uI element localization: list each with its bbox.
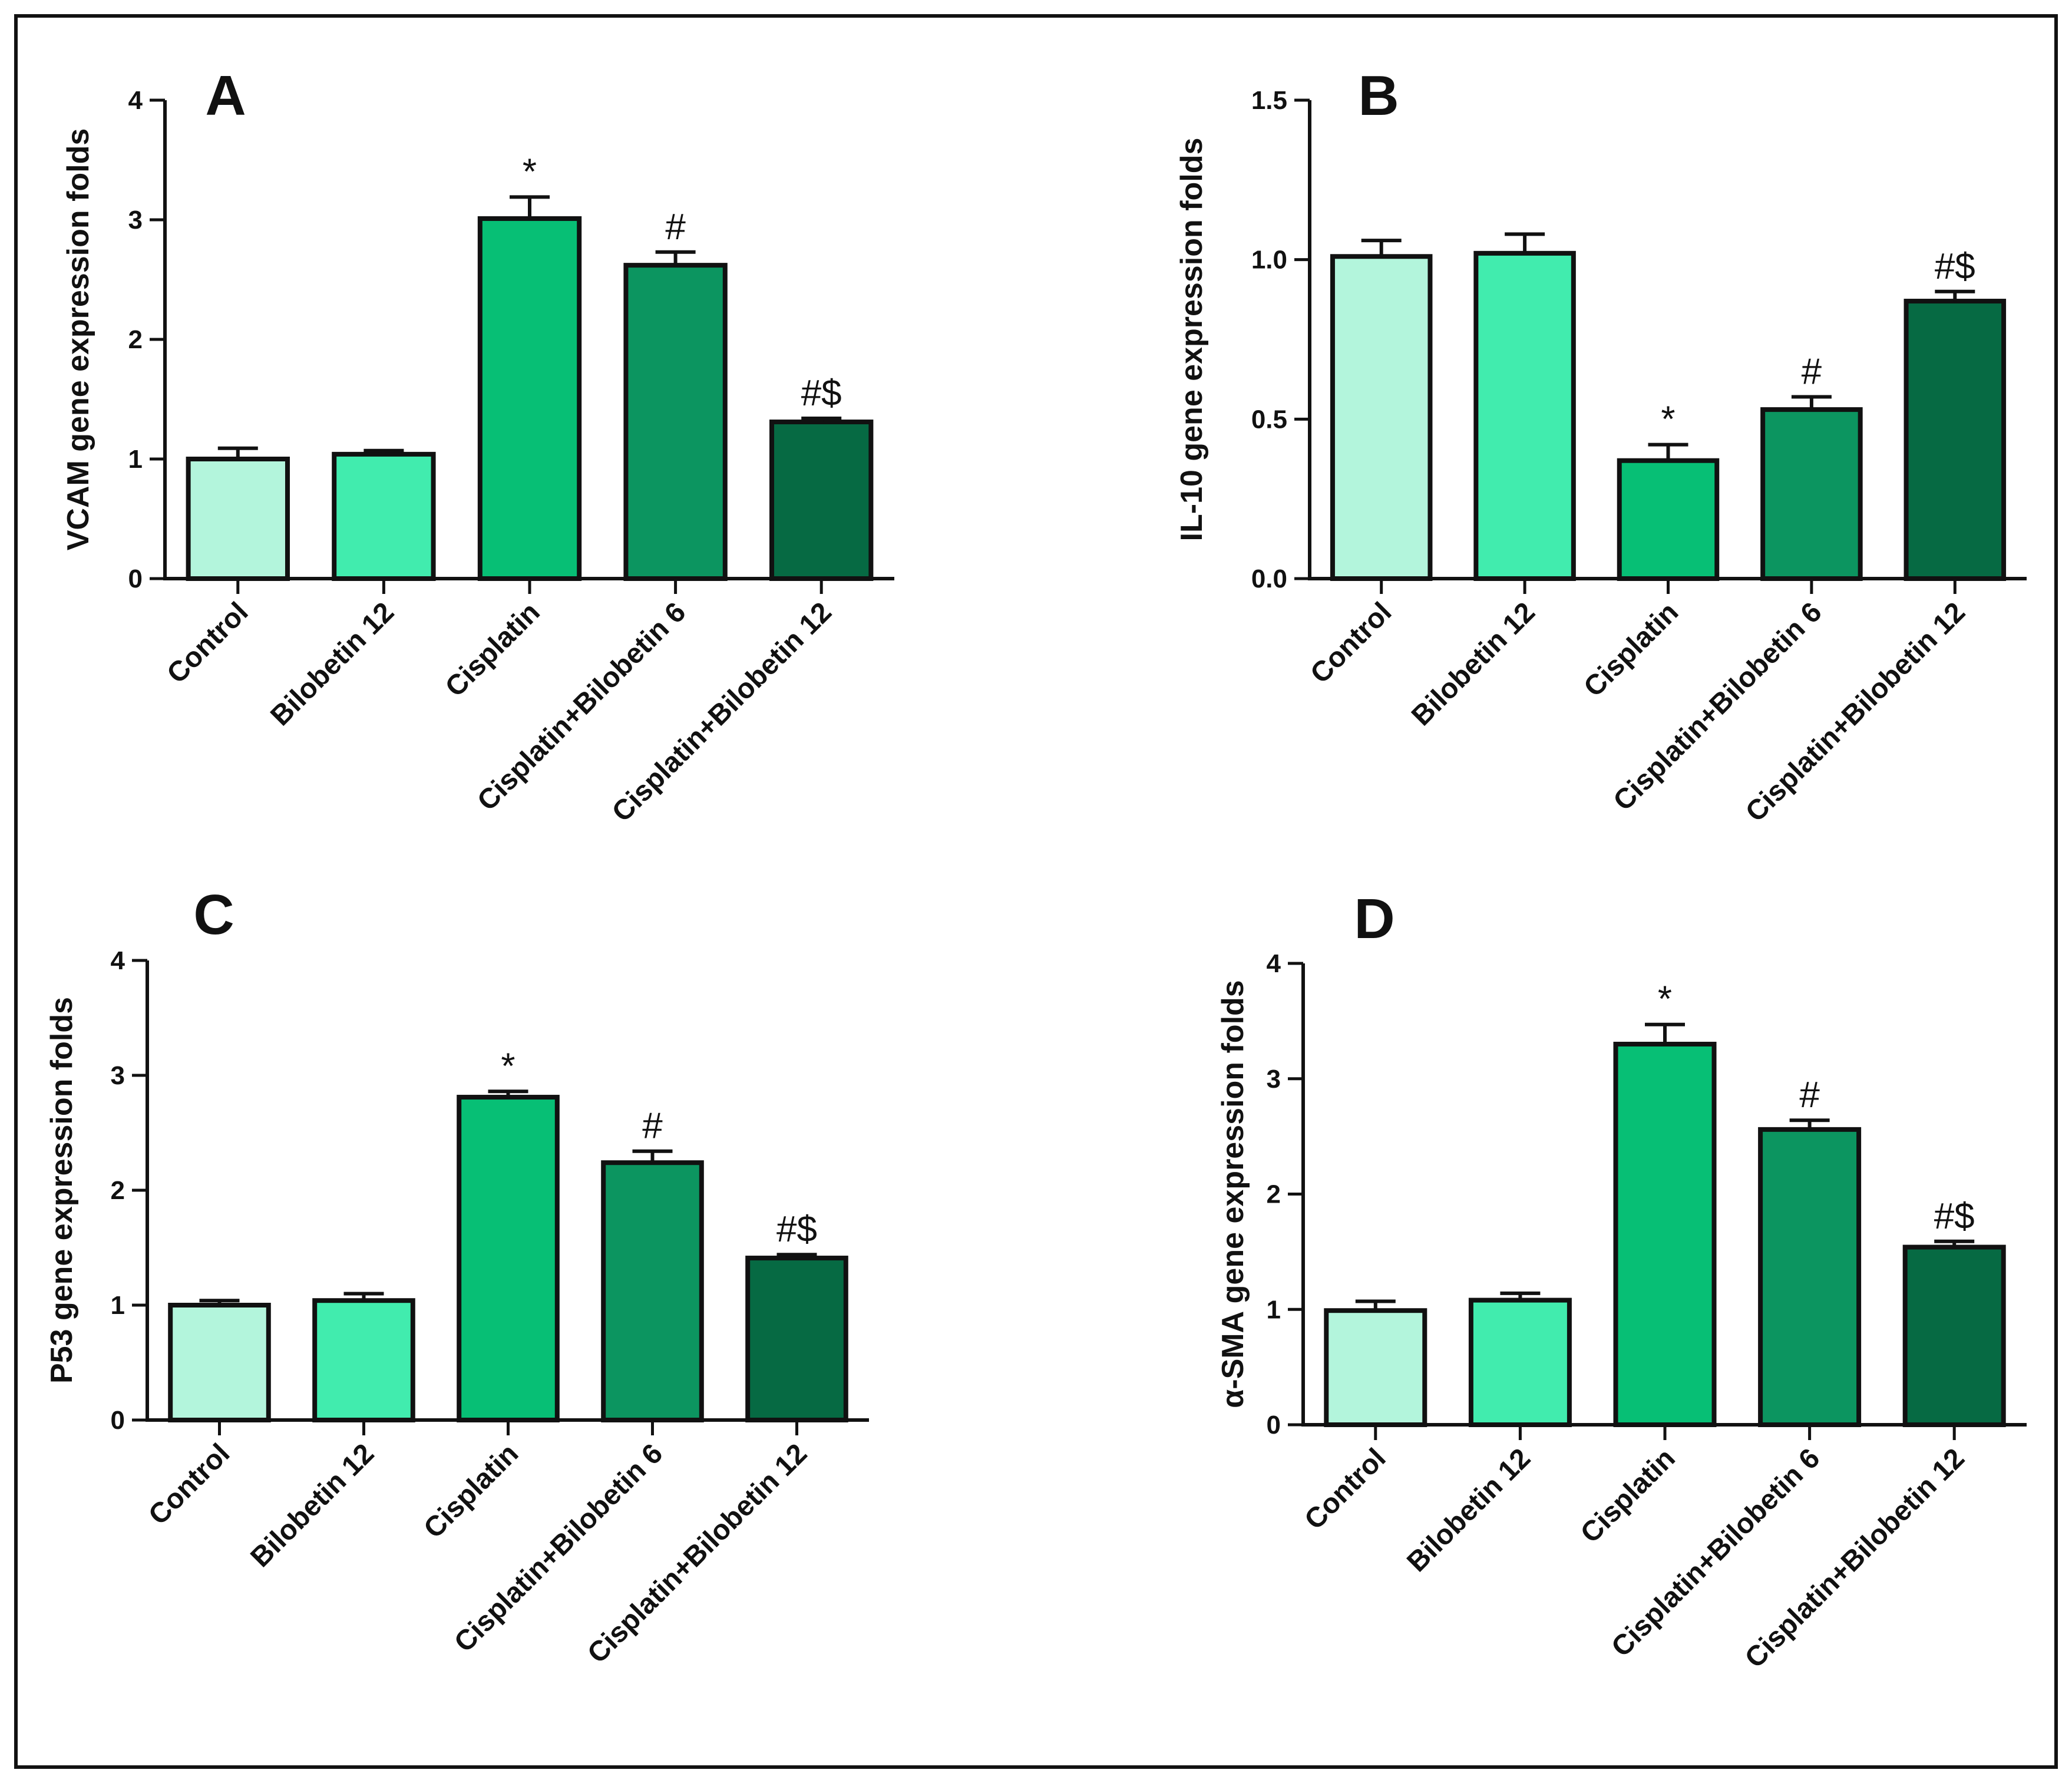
bar	[312, 1298, 415, 1422]
y-tick-label: 0	[1267, 1411, 1281, 1439]
y-tick-label: 4	[1267, 949, 1281, 978]
y-tick-label: 0	[111, 1406, 125, 1435]
y-tick-label: 0.0	[1251, 564, 1287, 593]
y-axis-label: P53 gene expression folds	[45, 997, 79, 1384]
y-tick-label: 4	[128, 86, 143, 115]
y-tick-label: 1	[111, 1291, 125, 1320]
bar	[1613, 1042, 1717, 1427]
y-tick-label: 2	[111, 1176, 125, 1205]
panel-label: C	[193, 883, 234, 946]
panel-label: B	[1358, 64, 1399, 127]
bar	[477, 216, 582, 582]
y-axis-label: VCAM gene expression folds	[61, 128, 95, 551]
y-tick-label: 3	[128, 206, 143, 235]
y-tick-label: 0	[128, 564, 143, 593]
panel-label: A	[205, 64, 246, 127]
bar	[332, 451, 436, 581]
bar	[1473, 250, 1576, 581]
significance-label: #	[1799, 1075, 1820, 1115]
y-tick-label: 1.0	[1251, 246, 1287, 275]
bar	[1330, 254, 1433, 581]
bar	[1904, 299, 2007, 581]
bar	[1468, 1297, 1572, 1428]
significance-label: *	[1661, 399, 1675, 440]
y-axis-label: α-SMA gene expression folds	[1216, 980, 1250, 1408]
y-axis-label: IL-10 gene expression folds	[1175, 138, 1209, 541]
bar	[1324, 1308, 1427, 1428]
significance-label: #$	[1935, 246, 1975, 287]
significance-label: #$	[801, 373, 842, 414]
significance-label: *	[1658, 979, 1672, 1020]
bar	[623, 263, 728, 581]
significance-label: #$	[1934, 1196, 1975, 1237]
significance-label: #$	[776, 1209, 817, 1250]
bar	[168, 1303, 271, 1422]
y-tick-label: 1	[1267, 1295, 1281, 1324]
significance-label: #	[665, 207, 686, 247]
y-tick-label: 0.5	[1251, 405, 1287, 434]
panel-label: D	[1354, 887, 1394, 950]
bar	[745, 1256, 848, 1423]
bar	[457, 1095, 560, 1423]
bar	[601, 1160, 704, 1422]
significance-label: *	[501, 1046, 515, 1087]
significance-label: *	[523, 151, 537, 192]
significance-label: #	[1802, 351, 1822, 392]
bar	[1617, 458, 1720, 581]
bar	[186, 457, 290, 581]
significance-label: #	[642, 1106, 663, 1147]
y-tick-label: 4	[111, 946, 125, 975]
bar	[1758, 1127, 1862, 1427]
y-tick-label: 3	[111, 1061, 125, 1090]
y-tick-label: 2	[1267, 1180, 1281, 1209]
y-tick-label: 1	[128, 445, 143, 474]
bar	[1902, 1244, 2006, 1427]
y-tick-label: 3	[1267, 1065, 1281, 1094]
y-tick-label: 1.5	[1251, 86, 1287, 115]
y-tick-label: 2	[128, 325, 143, 354]
figure-border	[14, 14, 2058, 1769]
bar	[769, 420, 874, 581]
bar	[1760, 407, 1863, 581]
